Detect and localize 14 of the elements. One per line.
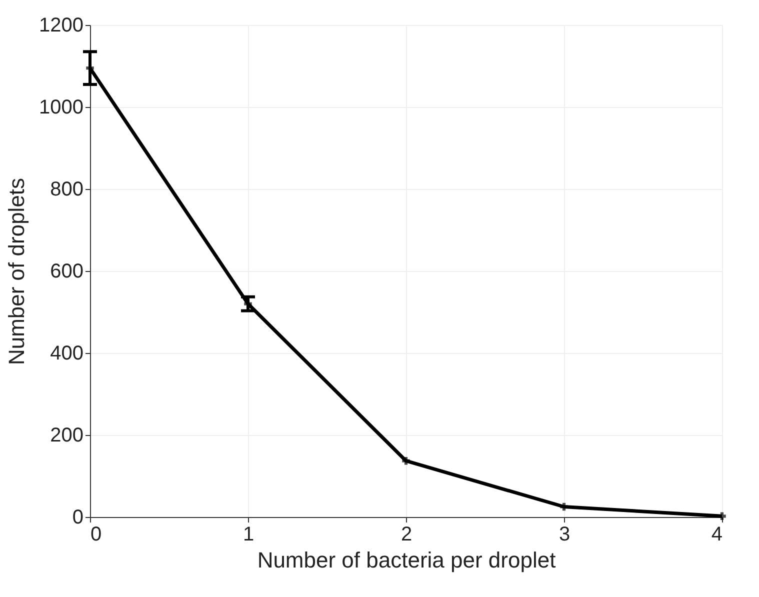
x-tick-label: 3 (558, 524, 570, 546)
x-tick-label: 1 (242, 524, 254, 546)
y-tick-label: 400 (50, 342, 84, 364)
x-tick-label: 4 (711, 524, 722, 546)
y-tick-label: 200 (50, 424, 84, 446)
y-tick-label: 800 (50, 178, 84, 200)
y-axis-title: Number of droplets (4, 178, 30, 366)
y-tick-label: 600 (50, 260, 84, 282)
x-axis-title: Number of bacteria per droplet (257, 548, 556, 572)
x-tick-label: 0 (90, 524, 102, 546)
y-tick-label: 1000 (39, 96, 84, 118)
y-tick-label: 1200 (39, 14, 84, 36)
y-tick-label: 0 (72, 506, 84, 528)
x-tick-label: 2 (400, 524, 412, 546)
